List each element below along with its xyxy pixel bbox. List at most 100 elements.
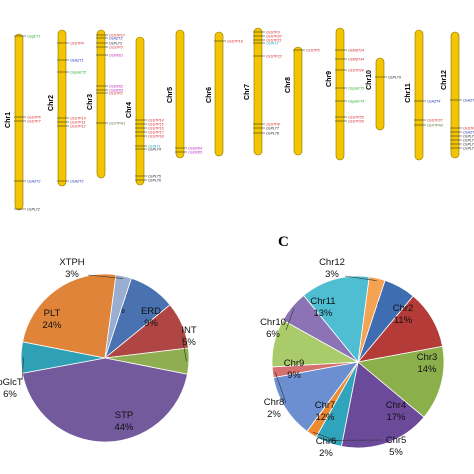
family-percent-int: 5% (182, 337, 196, 348)
chromosome-label-chr10: Chr10 (260, 317, 286, 328)
chromosome-chr6: Chr6 OsSTP19 (206, 31, 243, 157)
chromosome-label: Chr4 (126, 102, 133, 118)
gene-label: OsSTP19 (227, 39, 243, 43)
gene-label: OsSTP11 (70, 120, 85, 124)
chromosome-bar (414, 29, 424, 161)
gene-label: OsSTP22 (266, 54, 282, 58)
gene-label: OsPLT12 (463, 142, 474, 146)
chromosome-bar (14, 33, 24, 211)
gene-label: OsSTP3 (266, 30, 280, 34)
gene-label: OspGlcT3 (348, 86, 364, 90)
gene-label: OsSTP15 (148, 122, 164, 126)
family-label-stp: STP (115, 410, 133, 421)
chromosome-label-chr5: Chr5 (386, 435, 407, 446)
gene-label: OsSTP20 (266, 34, 282, 38)
gene-label: OsSTP8 (266, 122, 280, 126)
gene-label: OsXTPH1 (109, 121, 125, 125)
chromosome-label: Chr3 (87, 94, 94, 110)
chromosome-label-chr2: Chr2 (393, 303, 414, 314)
chromosome-label: Chr11 (405, 83, 412, 103)
gene-label: OsSTP16 (148, 126, 164, 130)
chromosome-bar (450, 31, 460, 159)
gene-label: OsSTP14 (70, 116, 86, 120)
chromosome-label: Chr10 (366, 70, 373, 90)
chromosome-percent-chr3: 14% (417, 364, 437, 375)
gene-label: OsPLT6 (148, 178, 161, 182)
chromosome-bar (214, 31, 224, 157)
chromosome-percent-chr4: 17% (386, 412, 406, 423)
family-slice-stp (21, 357, 188, 443)
gene-label: OsERD5 (188, 150, 202, 154)
chromosome-label: Chr7 (244, 84, 251, 100)
chromosome-label-chr3: Chr3 (417, 352, 438, 363)
leader-line (344, 275, 377, 281)
chromosome-bar (253, 27, 263, 156)
gene-label: OsXTPH2 (427, 123, 443, 127)
chromosome-chr8: Chr8 OsSTP5 (285, 46, 320, 156)
chromosome-bar (96, 29, 106, 179)
gene-label: OsERD2 (109, 84, 123, 88)
gene-label: OsERD4 (188, 146, 202, 150)
gene-label: OsSTP27 (427, 118, 444, 122)
gene-label: OsPLT13 (463, 146, 474, 150)
chromosome-label: Chr2 (48, 95, 55, 111)
chromosome-bar (293, 46, 303, 156)
leader-line (274, 371, 287, 404)
gene-label: OsSTP2 (109, 91, 123, 95)
gene-label: OsPLT11 (463, 138, 474, 142)
gene-label: OsPLT5 (148, 174, 161, 178)
gene-label: OsSTP28 (463, 126, 474, 130)
chromosome-percent-chr10: 6% (266, 329, 280, 340)
family-slice-xtph (104, 274, 132, 359)
chromosome-chr9: Chr9 OsMST24 OsMST34 OsSTP24 OspGlcT3 OspGlcT… (326, 27, 364, 161)
gene-label: OsglcT1 (27, 34, 40, 38)
chromosome-slice-chr11 (303, 275, 370, 363)
chromosome-chr12: Chr12OsAZT5OsSTP28OsAZT6OsPLT10OsPLT11Os… (441, 31, 474, 159)
gene-label: OsAZT1 (70, 58, 83, 62)
leader-line (87, 274, 124, 279)
gene-label: OsAZT6 (463, 130, 474, 134)
chromosome-percent-chr7: 12% (315, 412, 335, 423)
chromosome-percent-chr9: 9% (287, 370, 301, 381)
chromosome-chr10: Chr10 OsPLT9 (366, 57, 401, 131)
gene-label: OsPLT10 (463, 134, 474, 138)
family-percent-xtph: 3% (65, 269, 79, 280)
gene-label: OsSTP25 (348, 115, 364, 119)
gene-label: OsPLT7 (266, 126, 280, 130)
gene-label: OsSTP21 (266, 38, 282, 42)
gene-label: OsSTP13 (109, 33, 125, 37)
family-percent-stp: 44% (114, 422, 134, 433)
chromosome-label-chr9: Chr9 (284, 358, 305, 369)
gene-label: OsSTP7 (27, 119, 42, 123)
gene-label: OsSTP18 (148, 134, 164, 138)
chromosome-label-chr4: Chr4 (386, 400, 407, 411)
family-percent-plt: 24% (42, 320, 62, 331)
gene-label: OsAZT4 (427, 99, 440, 103)
gene-label: OsINT1 (148, 144, 160, 148)
chromosome-label: Chr1 (5, 112, 12, 128)
chromosome-slice-chr12 (357, 276, 386, 363)
gene-label: OsSTP6 (27, 115, 41, 119)
family-slice-plt (22, 273, 117, 359)
chromosome-percent-chr2: 11% (394, 315, 413, 326)
gene-label: OsSTP14 (148, 118, 164, 122)
chromosome-label: Chr8 (285, 77, 292, 93)
leader-line (285, 308, 295, 331)
leader-line (181, 335, 187, 362)
chromosome-bar (375, 57, 385, 131)
gene-label: OsAZT2 (27, 179, 40, 183)
chromosome-percent-chr6: 2% (319, 448, 333, 459)
gene-label: OsSTP26 (348, 119, 364, 123)
family-percent-erd: 9% (144, 318, 158, 329)
gene-label: OsSTP3 (109, 45, 123, 49)
family-label-plt: PLT (44, 308, 61, 319)
chromosome-slice-chr4 (340, 361, 425, 449)
chromosome-percent-chr8: 2% (267, 409, 281, 420)
chromosome-slice-chr7 (272, 361, 359, 432)
pie-chart-chromosomes: Chr16%Chr211%Chr314%Chr417%Chr55%Chr62%C… (260, 257, 445, 459)
family-label-int: INT (181, 325, 197, 336)
gene-label: OsAZT3 (70, 179, 83, 183)
